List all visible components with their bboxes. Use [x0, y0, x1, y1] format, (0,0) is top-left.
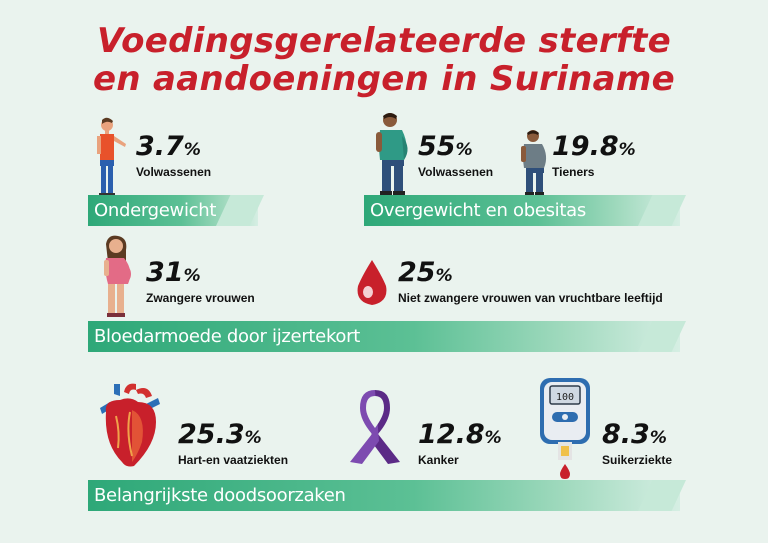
pregnant-woman-icon: [104, 235, 131, 317]
stat-caption: Niet zwangere vrouwen van vruchtbare lee…: [398, 291, 663, 305]
obese-teen-icon: [521, 130, 547, 195]
awareness-ribbon-icon: [350, 390, 400, 464]
stat-value: 19.8: [552, 131, 619, 162]
stat-anemia-non-pregnant: 25% Niet zwangere vrouwen van vruchtbare…: [398, 257, 663, 306]
stat-overweight-teens: 19.8% Tieners: [552, 131, 636, 180]
band-label: Belangrijkste doodsoorzaken: [94, 485, 346, 506]
stat-value: 55: [418, 131, 456, 162]
stat-heart-disease: 25.3% Hart-en vaatziekten: [178, 419, 289, 468]
stat-diabetes: 8.3% Suikerziekte: [602, 419, 673, 468]
band-causes-of-death: Belangrijkste doodsoorzaken: [88, 480, 686, 511]
meter-reading: 100: [556, 392, 574, 403]
heart-icon: [100, 383, 160, 467]
page-title: Voedingsgerelateerde sterfte en aandoeni…: [0, 22, 768, 98]
stat-value: 12.8: [418, 419, 485, 450]
band-label: Bloedarmoede door ijzertekort: [94, 326, 361, 347]
stat-unit: %: [435, 266, 453, 286]
stat-anemia-pregnant: 31% Zwangere vrouwen: [146, 257, 255, 306]
stat-caption: Suikerziekte: [602, 453, 673, 467]
stat-value: 25: [398, 257, 436, 288]
title-line-1: Voedingsgerelateerde sterfte: [96, 21, 672, 61]
stat-caption: Kanker: [418, 453, 459, 467]
stat-unit: %: [244, 428, 262, 448]
stat-unit: %: [618, 140, 636, 160]
stat-caption: Zwangere vrouwen: [146, 291, 255, 305]
stat-unit: %: [183, 266, 201, 286]
glucose-meter-icon: 100: [540, 378, 590, 479]
stat-unit: %: [484, 428, 502, 448]
stat-value: 8.3: [602, 419, 650, 450]
thin-man-icon: [97, 117, 126, 197]
stat-caption: Volwassenen: [418, 165, 494, 179]
stat-unit: %: [455, 140, 473, 160]
stat-caption: Hart-en vaatziekten: [178, 453, 289, 467]
stat-caption: Tieners: [552, 165, 595, 179]
stat-overweight-adults: 55% Volwassenen: [418, 131, 494, 180]
stat-cancer: 12.8% Kanker: [418, 419, 502, 468]
stat-underweight: 3.7% Volwassenen: [136, 131, 212, 180]
blood-drop-icon: [357, 260, 387, 305]
band-overweight: Overgewicht en obesitas: [364, 195, 686, 226]
stat-unit: %: [649, 428, 667, 448]
stat-caption: Volwassenen: [136, 165, 212, 179]
stat-value: 3.7: [136, 131, 184, 162]
band-label: Ondergewicht: [94, 200, 217, 221]
stat-value: 31: [146, 257, 184, 288]
band-label: Overgewicht en obesitas: [370, 200, 586, 221]
stat-unit: %: [183, 140, 201, 160]
band-anemia: Bloedarmoede door ijzertekort: [88, 321, 686, 352]
obese-man-icon: [376, 113, 408, 195]
band-underweight: Ondergewicht: [88, 195, 264, 226]
title-line-2: en aandoeningen in Suriname: [93, 59, 675, 99]
stat-value: 25.3: [178, 419, 245, 450]
